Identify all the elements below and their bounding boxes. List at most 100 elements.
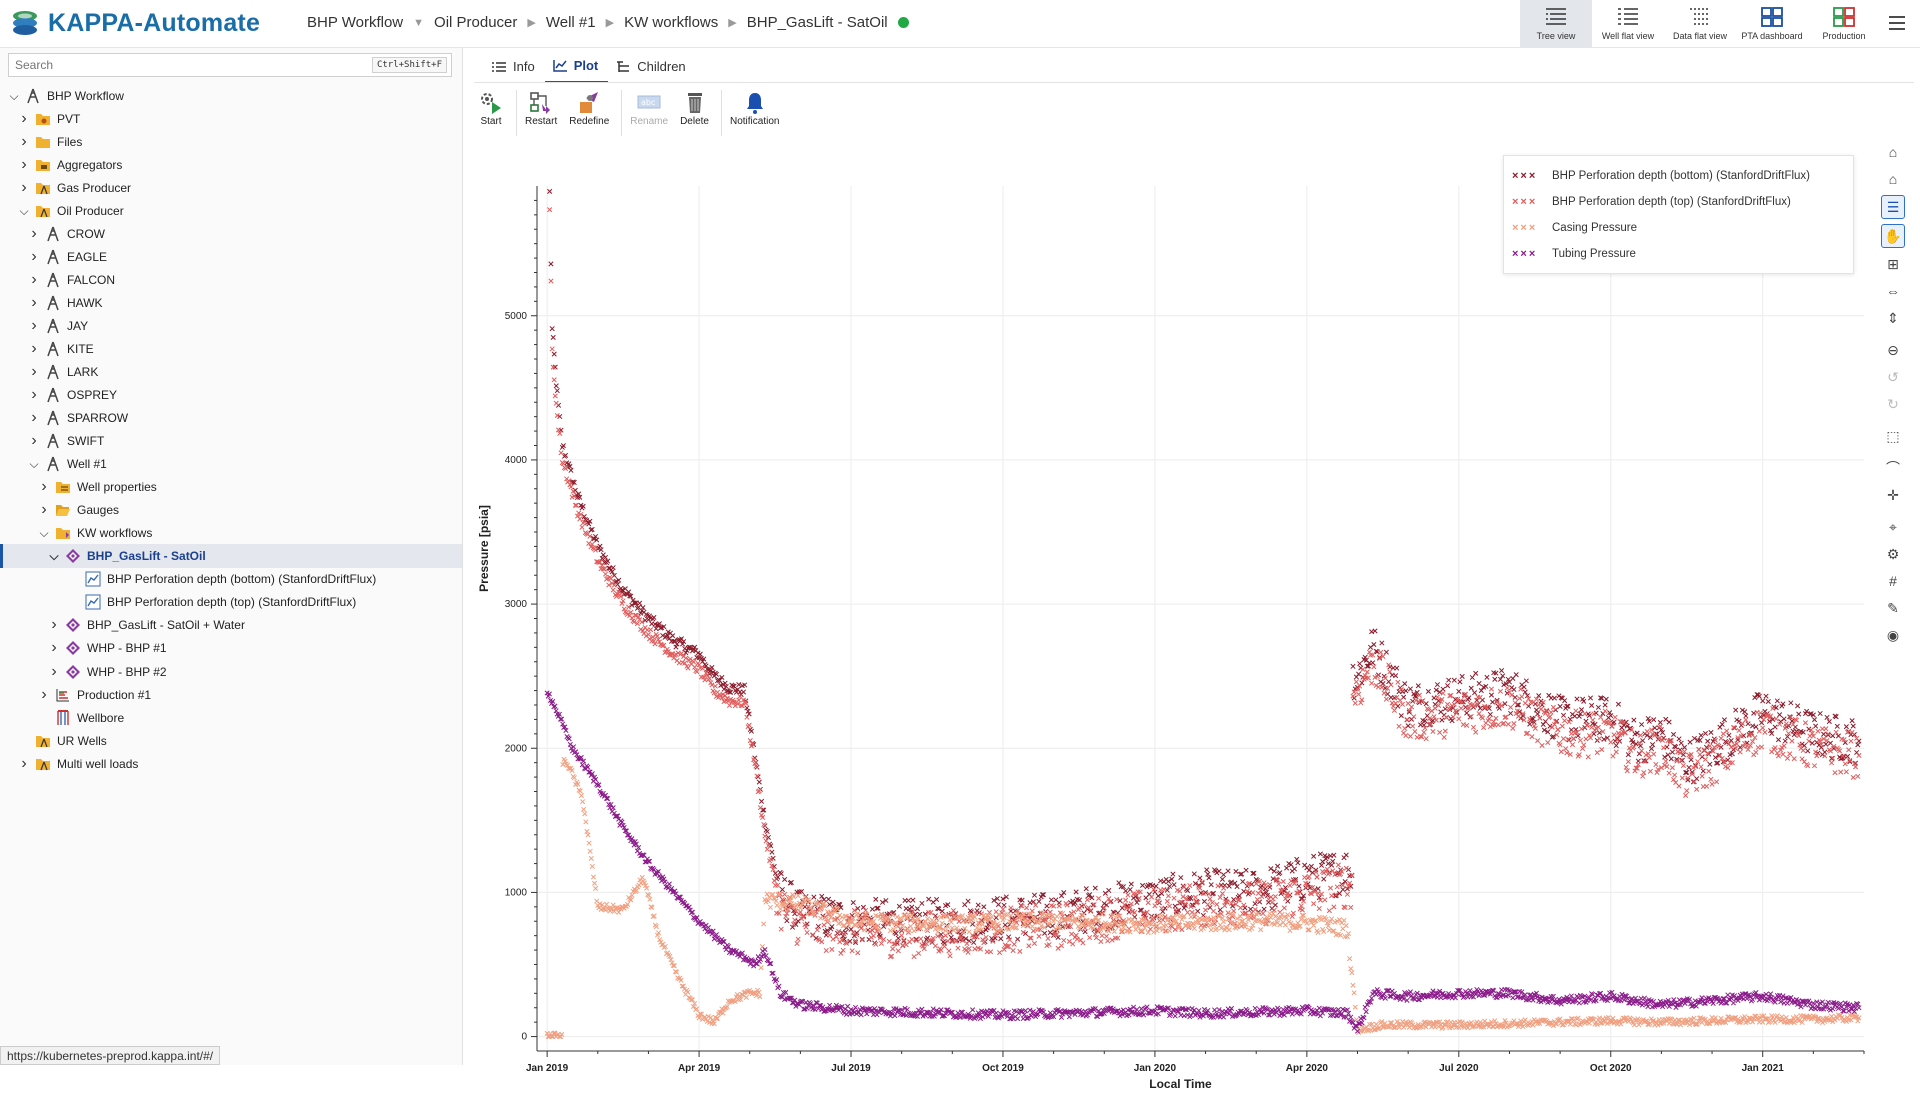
view-well-flat[interactable]: Well flat view xyxy=(1592,0,1664,47)
chevron-right-icon[interactable]: › xyxy=(18,133,30,151)
tree-item[interactable]: ›HAWK xyxy=(28,291,103,315)
tree-item[interactable]: ›Multi well loads xyxy=(18,752,138,776)
chevron-down-icon[interactable]: ⌵ xyxy=(28,457,40,472)
chevron-right-icon[interactable]: › xyxy=(18,179,30,197)
chevron-right-icon[interactable]: › xyxy=(18,755,30,773)
tree-item[interactable]: BHP Perforation depth (bottom) (Stanford… xyxy=(58,567,376,591)
chevron-right-icon[interactable]: › xyxy=(48,663,60,681)
tree-item[interactable]: ⌵ Well #1 xyxy=(28,452,107,476)
home-alt-tool[interactable]: ⌂ xyxy=(1882,168,1904,190)
chevron-right-icon[interactable]: › xyxy=(28,386,40,404)
chevron-right-icon[interactable]: › xyxy=(28,317,40,335)
chevron-right-icon[interactable]: › xyxy=(28,294,40,312)
tree-item[interactable]: ›WHP - BHP #1 xyxy=(48,636,167,660)
chevron-down-icon[interactable]: ⌵ xyxy=(48,549,60,564)
view-production[interactable]: Production xyxy=(1808,0,1880,47)
zoom-box-tool[interactable]: ⊞ xyxy=(1882,253,1904,275)
tab-children[interactable]: Children xyxy=(608,54,695,83)
tree-item[interactable]: ›FALCON xyxy=(28,268,115,292)
tree-item[interactable]: ›PVT xyxy=(18,107,80,131)
data-point xyxy=(593,886,597,890)
breadcrumb-item[interactable]: KW workflows xyxy=(624,14,718,31)
tree-item[interactable]: ›BHP_GasLift - SatOil + Water xyxy=(48,613,245,637)
tab-plot[interactable]: Plot xyxy=(545,54,609,83)
tree-item[interactable]: ›KITE xyxy=(28,337,94,361)
breadcrumb-item[interactable]: BHP_GasLift - SatOil xyxy=(747,14,888,31)
rename-button[interactable]: abc Rename xyxy=(630,86,668,127)
view-pta-dashboard[interactable]: PTA dashboard xyxy=(1736,0,1808,47)
app-logo[interactable]: KAPPA-Automate xyxy=(10,8,260,38)
tree-item[interactable]: Wellbore xyxy=(38,706,124,730)
pan-tool[interactable]: ✋ xyxy=(1881,224,1905,248)
zoom-x-tool[interactable]: ⇔ xyxy=(1882,280,1904,302)
chevron-right-icon[interactable]: › xyxy=(28,271,40,289)
tree-item[interactable]: ›EAGLE xyxy=(28,245,107,269)
data-point xyxy=(611,588,615,592)
zoom-box-icon: ⊞ xyxy=(1887,256,1899,273)
home-tool[interactable]: ⌂ xyxy=(1882,141,1904,163)
menu-button[interactable] xyxy=(1888,15,1906,36)
data-point xyxy=(749,729,753,733)
breadcrumb-item[interactable]: Well #1 xyxy=(546,14,596,31)
breadcrumb-item[interactable]: Oil Producer xyxy=(434,14,517,31)
tree-item[interactable]: ⌵KW workflows xyxy=(38,521,152,545)
tree-item[interactable]: ›SWIFT xyxy=(28,429,104,453)
tree-item[interactable]: ›JAY xyxy=(28,314,88,338)
tree-item[interactable]: ›Files xyxy=(18,130,82,154)
tree-item[interactable]: ⌵BHP_GasLift - SatOil xyxy=(0,544,462,568)
notification-button[interactable]: Notification xyxy=(730,86,779,127)
tree-item[interactable]: ›LARK xyxy=(28,360,98,384)
restart-button[interactable]: Restart xyxy=(525,86,557,127)
tree-item[interactable]: ⌵BHP Workflow xyxy=(8,84,124,108)
tree-item[interactable]: ›OSPREY xyxy=(28,383,117,407)
chevron-right-icon[interactable]: › xyxy=(28,409,40,427)
start-button[interactable]: Start xyxy=(478,86,504,127)
chevron-right-icon[interactable]: › xyxy=(28,248,40,266)
search-input[interactable] xyxy=(9,54,361,76)
tree-item[interactable]: ›CROW xyxy=(28,222,105,246)
tree-item[interactable]: ›Gas Producer xyxy=(18,176,131,200)
chevron-right-icon[interactable]: › xyxy=(28,225,40,243)
chevron-down-icon[interactable]: ⌵ xyxy=(38,526,50,541)
data-point xyxy=(901,944,905,948)
delete-button[interactable]: Delete xyxy=(680,86,709,127)
dropdown-caret-icon[interactable]: ▼ xyxy=(413,17,424,29)
tree-item-label: Wellbore xyxy=(77,711,124,725)
view-data-flat[interactable]: Data flat view xyxy=(1664,0,1736,47)
chevron-down-icon[interactable]: ⌵ xyxy=(18,204,30,219)
chevron-down-icon[interactable]: ⌵ xyxy=(8,89,20,104)
chevron-right-icon[interactable]: › xyxy=(28,340,40,358)
tree-item[interactable]: ›WHP - BHP #2 xyxy=(48,660,167,684)
data-point xyxy=(933,944,937,948)
breadcrumb-item[interactable]: BHP Workflow xyxy=(307,14,403,31)
data-point xyxy=(1561,713,1565,717)
data-point xyxy=(1049,898,1053,902)
chevron-right-icon[interactable]: › xyxy=(38,686,50,704)
legend-tool[interactable]: ☰ xyxy=(1881,195,1905,219)
chevron-right-icon[interactable]: › xyxy=(48,616,60,634)
chevron-right-icon[interactable]: › xyxy=(18,156,30,174)
chevron-right-icon[interactable]: › xyxy=(38,501,50,519)
tree-item[interactable]: ›Gauges xyxy=(38,498,119,522)
chevron-right-icon[interactable]: › xyxy=(18,110,30,128)
chevron-right-icon[interactable]: › xyxy=(28,363,40,381)
tree-item-label: Well #1 xyxy=(67,457,107,471)
tree-item[interactable]: ›Well properties xyxy=(38,475,157,499)
tab-info[interactable]: Info xyxy=(484,54,545,83)
redefine-button[interactable]: Redefine xyxy=(569,86,609,127)
data-point xyxy=(1597,736,1601,740)
data-point xyxy=(1277,882,1281,886)
tree-item[interactable]: UR Wells xyxy=(18,729,107,753)
view-tree[interactable]: Tree view xyxy=(1520,0,1592,47)
tree-item[interactable]: ›Production #1 xyxy=(38,683,151,707)
tree-item[interactable]: ›Aggregators xyxy=(18,153,122,177)
tree-item[interactable]: ›SPARROW xyxy=(28,406,128,430)
data-point xyxy=(1393,701,1397,705)
tree-item[interactable]: ⌵Oil Producer xyxy=(18,199,124,223)
chevron-right-icon[interactable]: › xyxy=(48,639,60,657)
chevron-right-icon[interactable]: › xyxy=(28,432,40,450)
tree-item[interactable]: BHP Perforation depth (top) (StanfordDri… xyxy=(58,590,356,614)
data-point xyxy=(1511,726,1515,730)
chevron-right-icon[interactable]: › xyxy=(38,478,50,496)
